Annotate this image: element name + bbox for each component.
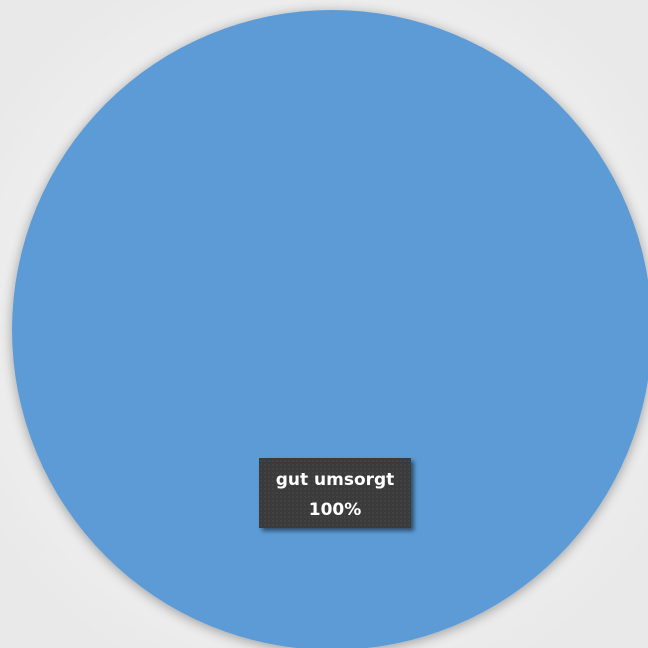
data-label-category-0: gut umsorgt bbox=[276, 470, 395, 490]
data-label-percent-0: 100% bbox=[309, 500, 362, 520]
pie-data-labels: gut umsorgt 100% bbox=[259, 458, 411, 528]
data-label-0: gut umsorgt 100% bbox=[259, 458, 411, 528]
data-label-box-0 bbox=[259, 458, 411, 528]
pie-slice-0 bbox=[12, 10, 648, 648]
pie-slices bbox=[12, 10, 648, 648]
